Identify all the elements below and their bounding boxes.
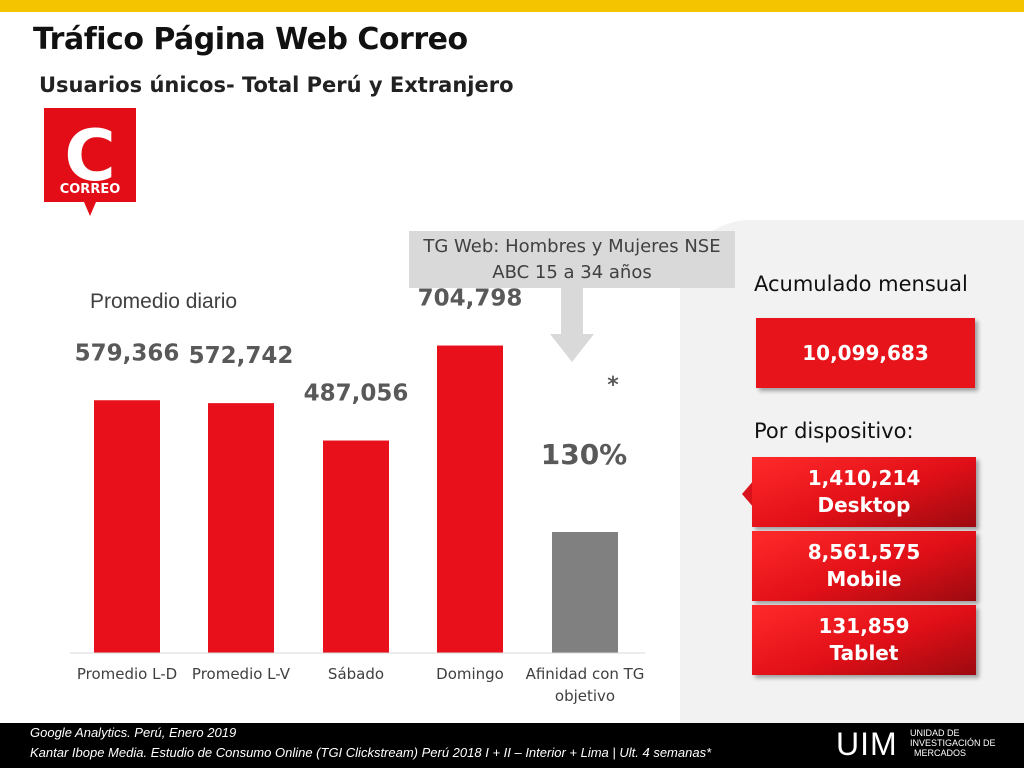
pointer-icon	[742, 480, 754, 508]
bar-value-label: 572,742	[189, 343, 294, 369]
x-tick-label: Promedio L-V	[192, 665, 291, 683]
x-tick-label: Promedio L-D	[77, 665, 177, 683]
device-name: Desktop	[817, 493, 911, 517]
logo-letter: C	[64, 115, 115, 197]
footer-source-2: Kantar Ibope Media. Estudio de Consumo O…	[30, 745, 712, 760]
chart-title: Promedio diario	[90, 290, 238, 313]
tg-callout-line2: ABC 15 a 34 años	[492, 262, 652, 283]
x-tick-label: Domingo	[436, 665, 504, 683]
x-tick-label: Afinidad con TG	[526, 665, 645, 683]
tg-callout-line1: TG Web: Hombres y Mujeres NSE	[423, 236, 721, 257]
bar-4	[552, 532, 618, 653]
dispositivo-label: Por dispositivo:	[754, 419, 914, 443]
footer-source-1: Google Analytics. Perú, Enero 2019	[30, 725, 237, 740]
device-box-mobile: 8,561,575 Mobile	[752, 531, 976, 601]
x-tick-label: objetivo	[555, 687, 615, 705]
bar-value-label: 487,056	[304, 381, 409, 407]
device-name: Mobile	[826, 567, 902, 591]
tg-callout: TG Web: Hombres y Mujeres NSE ABC 15 a 3…	[409, 231, 735, 288]
device-value: 8,561,575	[807, 540, 921, 564]
bar-3	[437, 345, 503, 653]
device-name: Tablet	[829, 641, 899, 665]
top-accent-bar	[0, 0, 1024, 12]
bar-value-label: 130%	[541, 438, 628, 471]
page-title: Tráfico Página Web Correo	[33, 22, 468, 57]
bar-value-label: 704,798	[418, 286, 523, 312]
page-subtitle: Usuarios únicos- Total Perú y Extranjero	[39, 73, 514, 97]
x-tick-label: Sábado	[328, 665, 384, 683]
uim-sub-line: INVESTIGACIÓN DE	[910, 738, 996, 748]
logo-text: CORREO	[60, 182, 121, 197]
bar-value-label: 579,366	[75, 340, 180, 366]
footer-bar: Google Analytics. Perú, Enero 2019 Kanta…	[0, 723, 1024, 768]
device-value: 131,859	[818, 614, 910, 638]
correo-logo: C CORREO	[44, 108, 136, 216]
bar-1	[208, 403, 274, 653]
acumulado-value-box: 10,099,683	[756, 318, 975, 388]
uim-logo: UIM	[836, 726, 898, 762]
device-box-tablet: 131,859 Tablet	[752, 605, 976, 675]
bar-0	[94, 400, 160, 653]
bar-chart: 579,366 Promedio L-D 572,742 Promedio L-V 48…	[70, 286, 645, 705]
uim-logo-subtitle: UNIDAD DE INVESTIGACIÓN DE MERCADOS	[910, 728, 996, 758]
uim-sub-line: UNIDAD DE	[910, 728, 960, 738]
uim-sub-line: MERCADOS	[914, 748, 967, 758]
acumulado-label: Acumulado mensual	[754, 272, 968, 296]
bar-2	[323, 440, 389, 653]
affinity-note-asterisk: *	[607, 373, 619, 398]
device-box-desktop: 1,410,214 Desktop	[752, 457, 976, 527]
down-arrow-icon	[550, 288, 594, 362]
device-value: 1,410,214	[807, 466, 921, 490]
